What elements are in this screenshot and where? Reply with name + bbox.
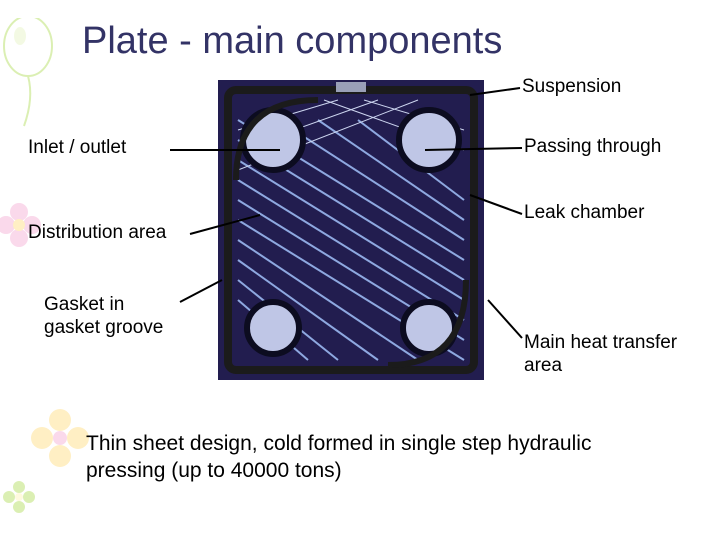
label-suspension: Suspension	[522, 76, 621, 98]
label-distribution-area: Distribution area	[28, 222, 166, 244]
label-main-heat-transfer: Main heat transfer area	[524, 332, 677, 378]
decor-flower2-icon	[30, 408, 90, 468]
decor-balloon-icon	[2, 18, 72, 138]
label-leak-chamber: Leak chamber	[524, 202, 644, 224]
decor-flower3-icon	[2, 480, 36, 514]
label-passing-through: Passing through	[524, 136, 661, 158]
caption-text: Thin sheet design, cold formed in single…	[86, 430, 646, 485]
plate-svg	[218, 80, 484, 380]
plate-illustration	[218, 80, 484, 380]
label-gasket-groove: Gasket in gasket groove	[44, 294, 163, 340]
page-title: Plate - main components	[82, 20, 502, 63]
label-inlet-outlet: Inlet / outlet	[28, 137, 126, 159]
